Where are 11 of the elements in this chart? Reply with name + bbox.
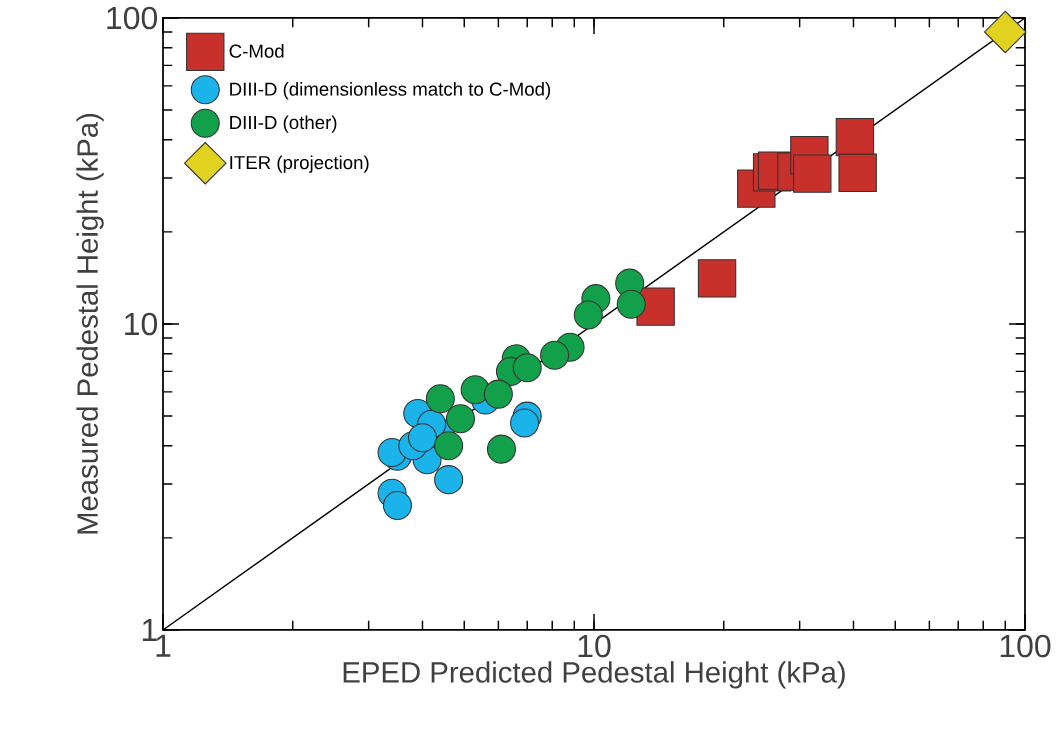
legend-label: DIII-D (dimensionless match to C-Mod) xyxy=(230,82,551,100)
x-axis-title: EPED Predicted Pedestal Height (kPa) xyxy=(343,661,845,689)
y-tick-label: 1 xyxy=(142,618,157,641)
y-tick-label: 10 xyxy=(125,312,158,336)
y-axis-title: Measured Pedestal Height (kPa) xyxy=(76,113,104,534)
legend-label: ITER (projection) xyxy=(230,155,369,173)
legend-label: DIII-D (other) xyxy=(230,115,337,133)
legend-label: C-Mod xyxy=(229,44,284,58)
x-tick-label: 10 xyxy=(578,634,611,658)
y-tick-label: 100 xyxy=(107,6,158,30)
x-tick-label: 100 xyxy=(1000,634,1051,658)
